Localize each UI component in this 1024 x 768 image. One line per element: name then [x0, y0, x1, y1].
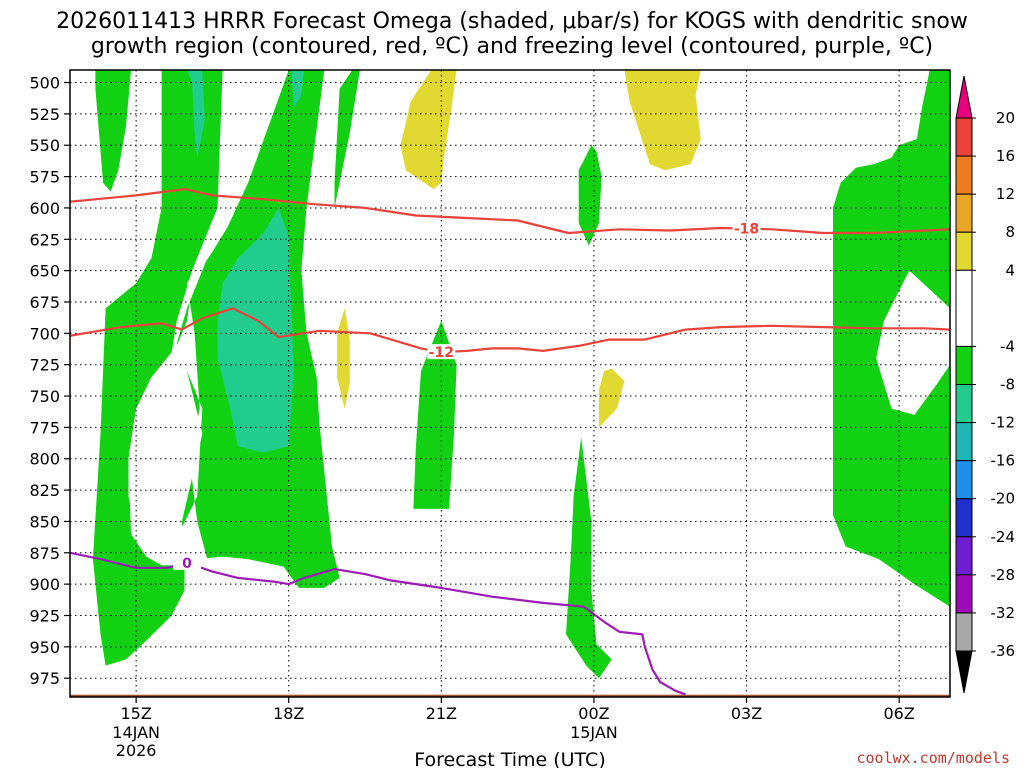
omega-region-green-1 — [92, 70, 223, 666]
omega-region-cyan-1 — [217, 207, 294, 453]
omega-region-green-3 — [334, 70, 360, 208]
dgz-minus12-label-bg — [427, 344, 456, 360]
colorbar-bin — [955, 612, 973, 652]
omega-green-regions — [92, 70, 950, 679]
colorbar-bin — [955, 231, 973, 271]
colorbar-tick-label: -36 — [991, 642, 1016, 660]
colorbar-bin — [955, 574, 973, 614]
y-tick-label: 575 — [29, 168, 60, 187]
dgz-minus12-line — [70, 307, 950, 354]
x-tick-date: 14JAN — [112, 723, 160, 742]
credit-text: coolwx.com/models — [856, 749, 1010, 767]
colorbar-tick-label: -4 — [1000, 337, 1015, 355]
colorbar-bottom-triangle — [955, 650, 973, 694]
freezing-level-label: 0 — [182, 556, 192, 572]
colorbar-bin — [955, 269, 973, 347]
chart-title-line1: 2026011413 HRRR Forecast Omega (shaded, … — [56, 9, 968, 34]
omega-region-yellow-0 — [400, 70, 457, 190]
y-tick-label: 525 — [29, 105, 60, 124]
colorbar-tick-label: 12 — [996, 185, 1015, 203]
y-tick-label: 600 — [29, 199, 60, 218]
x-tick-date: 15JAN — [570, 723, 618, 742]
colorbar-tick-label: 8 — [1005, 223, 1015, 241]
colorbar-tick-label: -16 — [991, 452, 1016, 470]
omega-region-green-0 — [95, 70, 131, 192]
colorbar-top-triangle — [955, 75, 973, 119]
y-tick-label: 650 — [29, 262, 60, 281]
colorbar-tick-label: 16 — [996, 147, 1015, 165]
x-axis-label: Forecast Time (UTC) — [414, 749, 605, 768]
temperature-contours: -18 -12 0 — [70, 188, 950, 696]
colorbar-tick-label: -24 — [991, 528, 1016, 546]
omega-region-yellow-3 — [599, 368, 625, 428]
y-tick-label: 550 — [29, 136, 60, 155]
omega-yellow-regions — [337, 70, 701, 428]
y-tick-label: 800 — [29, 450, 60, 469]
y-tick-label: 950 — [29, 638, 60, 657]
omega-region-yellow-1 — [624, 70, 701, 171]
omega-region-green-6 — [578, 145, 602, 246]
colorbar-bin — [955, 193, 973, 233]
plot-area: -18 -12 0 — [70, 70, 950, 697]
dgz-minus18-label: -18 — [734, 222, 759, 238]
y-tick-label: 900 — [29, 575, 60, 594]
x-tick-year: 2026 — [116, 741, 157, 760]
omega-region-neutral-2 — [230, 107, 246, 198]
omega-region-green-4 — [413, 320, 457, 509]
x-tick-label: 06Z — [883, 704, 914, 723]
colorbar-bin — [955, 345, 973, 385]
omega-neutral-regions — [128, 70, 950, 566]
y-tick-label: 775 — [29, 418, 60, 437]
x-tick-label: 00Z — [578, 704, 609, 723]
x-tick-label: 18Z — [273, 704, 304, 723]
chart-title-line2: growth region (contoured, red, ºC) and f… — [91, 34, 933, 59]
colorbar-bin — [955, 498, 973, 538]
colorbar-tick-label: -28 — [991, 566, 1016, 584]
colorbar-tick-label: -20 — [991, 490, 1016, 508]
y-tick-label: 500 — [29, 74, 60, 93]
colorbar-tick-label: -32 — [991, 604, 1016, 622]
x-tick-label: 15Z — [120, 704, 151, 723]
colorbar-bin — [955, 536, 973, 576]
colorbar-tick-label: 4 — [1005, 261, 1015, 279]
colorbar: 20 16 12 8 4 -4 -8 -12 -16 -20 -24 -28 -32 -36 — [955, 75, 1016, 694]
colorbar-tick-label: -8 — [1000, 376, 1015, 394]
omega-region-cyan-2 — [291, 70, 304, 108]
grid-lines — [70, 70, 950, 697]
y-tick-label: 850 — [29, 512, 60, 531]
plot-frame — [69, 69, 951, 698]
y-tick-label: 825 — [29, 481, 60, 500]
x-tick-label: 03Z — [731, 704, 762, 723]
x-tick-label: 21Z — [426, 704, 457, 723]
colorbar-bin — [955, 155, 973, 195]
y-axis: 500 525 550 575 600 625 650 675 700 725 750 775 800 8… — [29, 74, 70, 688]
y-tick-label: 750 — [29, 387, 60, 406]
y-tick-label: 975 — [29, 669, 60, 688]
dgz-minus18-line — [70, 188, 950, 235]
dgz-minus12-label: -12 — [429, 345, 454, 361]
colorbar-bin — [955, 384, 973, 424]
omega-region-green-5 — [566, 437, 612, 679]
y-tick-label: 700 — [29, 324, 60, 343]
colorbar-tick-label: 20 — [996, 109, 1015, 127]
y-tick-label: 725 — [29, 356, 60, 375]
ground-surface — [70, 694, 950, 697]
colorbar-bin — [955, 460, 973, 500]
colorbar-tick-label: -12 — [991, 414, 1016, 432]
omega-region-yellow-2 — [337, 308, 350, 409]
colorbar-bin — [955, 117, 973, 157]
y-tick-label: 925 — [29, 606, 60, 625]
y-tick-label: 875 — [29, 544, 60, 563]
freezing-level-label-bg — [172, 554, 201, 570]
y-tick-label: 625 — [29, 230, 60, 249]
y-tick-label: 675 — [29, 293, 60, 312]
omega-region-neutral-3 — [876, 270, 950, 415]
colorbar-bin — [955, 422, 973, 462]
dgz-minus18-label-bg — [732, 220, 761, 236]
